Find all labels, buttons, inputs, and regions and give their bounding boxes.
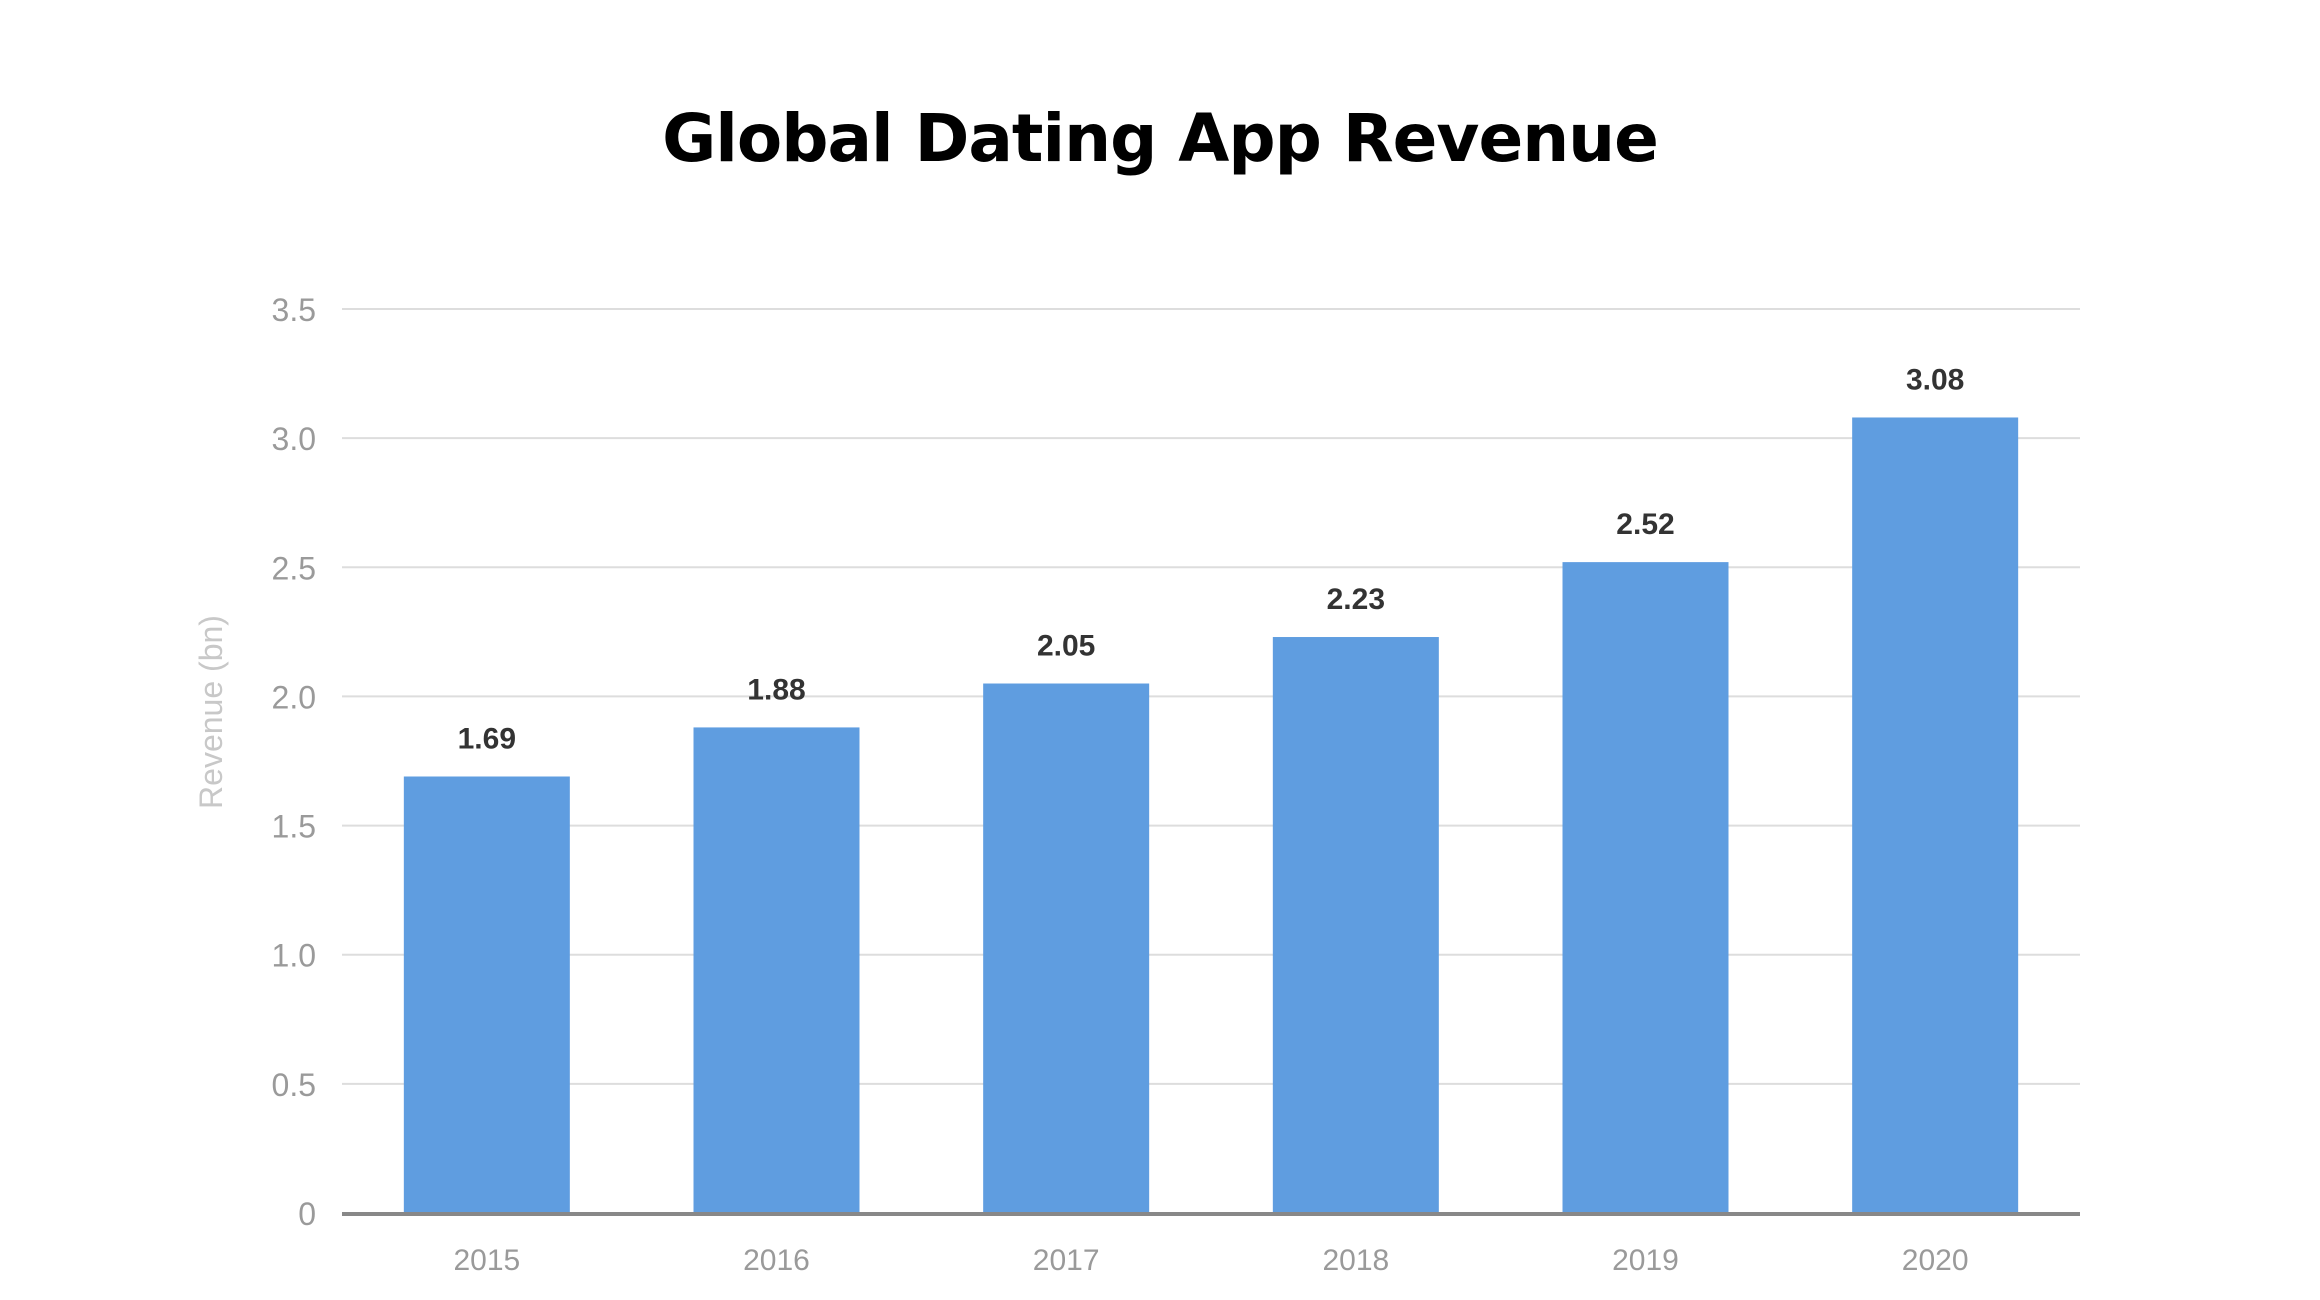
- bar-2016: [693, 727, 860, 1213]
- bars: [403, 417, 2019, 1214]
- x-tick-label: 2017: [1033, 1244, 1100, 1277]
- x-axis-ticks: 2015 2016 2017 2018 2019 2020: [453, 1244, 1968, 1277]
- data-label: 2.23: [1327, 583, 1385, 616]
- data-label: 3.08: [1906, 363, 1964, 396]
- data-label: 1.69: [458, 722, 516, 755]
- y-axis-title: Revenue (bn): [193, 615, 229, 809]
- y-tick-label: 3.5: [272, 292, 316, 328]
- x-tick-label: 2020: [1902, 1244, 1969, 1277]
- x-tick-label: 2019: [1612, 1244, 1679, 1277]
- x-tick-label: 2016: [743, 1244, 810, 1277]
- bar-2017: [983, 683, 1150, 1213]
- bar-2020: [1852, 417, 2019, 1214]
- y-tick-label: 0.5: [272, 1067, 316, 1103]
- y-tick-label: 1.0: [272, 938, 316, 974]
- y-tick-label: 2.0: [272, 679, 316, 715]
- chart-title: Global Dating App Revenue: [662, 100, 1659, 177]
- bar-2019: [1562, 562, 1729, 1213]
- y-tick-label: 3.0: [272, 421, 316, 457]
- y-tick-label: 0: [298, 1196, 316, 1232]
- bar-2018: [1272, 637, 1439, 1213]
- data-label: 2.52: [1616, 508, 1674, 541]
- gridlines: [342, 308, 2080, 1085]
- x-tick-label: 2018: [1322, 1244, 1389, 1277]
- data-label: 2.05: [1037, 630, 1095, 663]
- data-label: 1.88: [747, 673, 805, 706]
- y-axis-ticks: 0 0.5 1.0 1.5 2.0 2.5 3.0 3.5: [272, 292, 316, 1232]
- bar-2015: [403, 776, 570, 1213]
- data-labels: 1.69 1.88 2.05 2.23 2.52 3.08: [458, 363, 1965, 755]
- y-tick-label: 1.5: [272, 809, 316, 845]
- y-tick-label: 2.5: [272, 550, 316, 586]
- x-tick-label: 2015: [453, 1244, 520, 1277]
